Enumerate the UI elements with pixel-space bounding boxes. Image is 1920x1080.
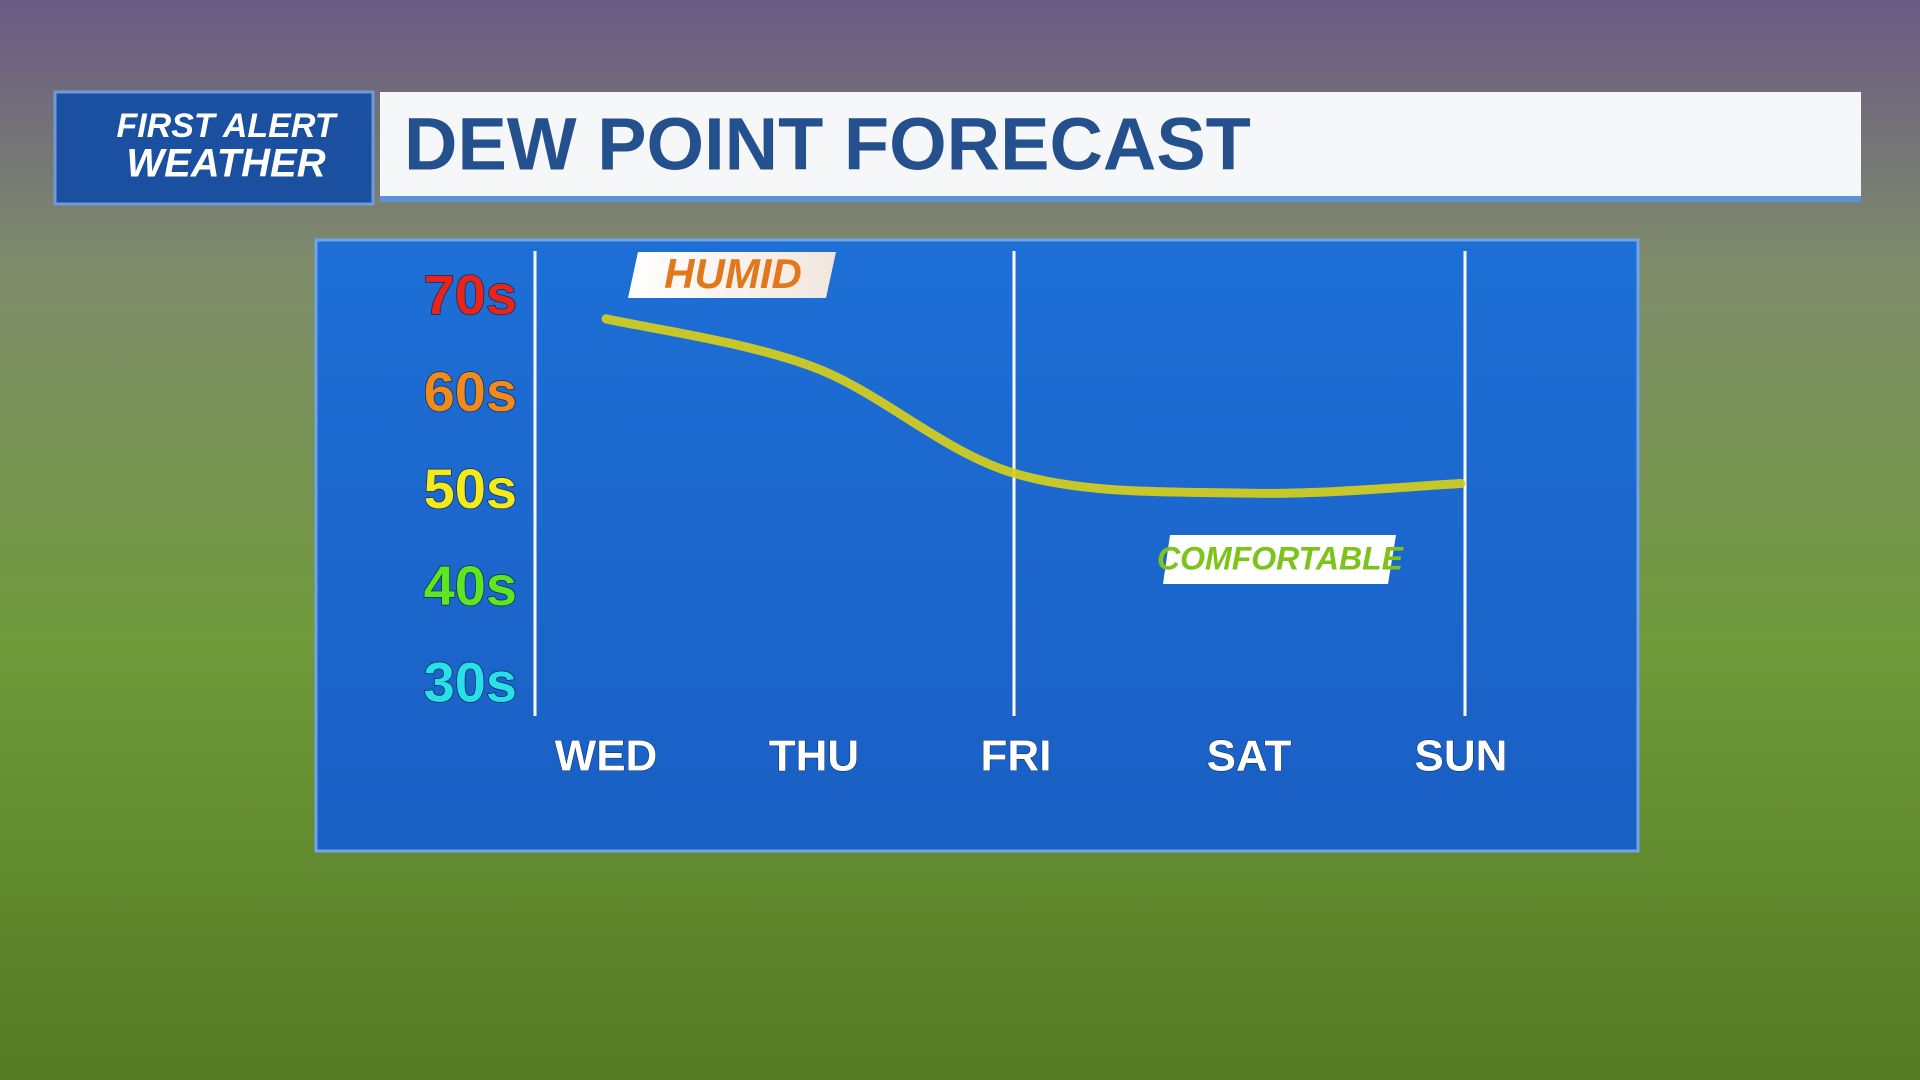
logo-box xyxy=(53,90,375,206)
y-tick-label: 40s xyxy=(424,554,517,617)
annotation: COMFORTABLE xyxy=(1157,540,1405,576)
y-tick-label: 70s xyxy=(424,263,517,326)
annotation: HUMID xyxy=(664,250,802,297)
title-underline xyxy=(380,196,1861,202)
logo-line1: FIRST ALERT xyxy=(116,107,338,145)
y-tick-label: 50s xyxy=(424,457,517,520)
y-tick-label: 60s xyxy=(424,360,517,423)
annotation-box xyxy=(628,252,836,298)
x-tick-label: SAT xyxy=(1207,732,1292,781)
logo-line2: WEATHER xyxy=(126,142,325,186)
y-tick-label: 30s xyxy=(424,651,517,714)
series-line xyxy=(601,314,1466,498)
chart-title: DEW POINT FORECAST xyxy=(404,103,1251,186)
x-tick-label: THU xyxy=(769,732,859,781)
annotation-box xyxy=(1163,535,1396,584)
x-tick-label: FRI xyxy=(981,732,1052,781)
x-tick-label: SUN xyxy=(1415,732,1508,781)
x-tick-label: WED xyxy=(555,732,658,781)
title-bar xyxy=(380,92,1861,202)
